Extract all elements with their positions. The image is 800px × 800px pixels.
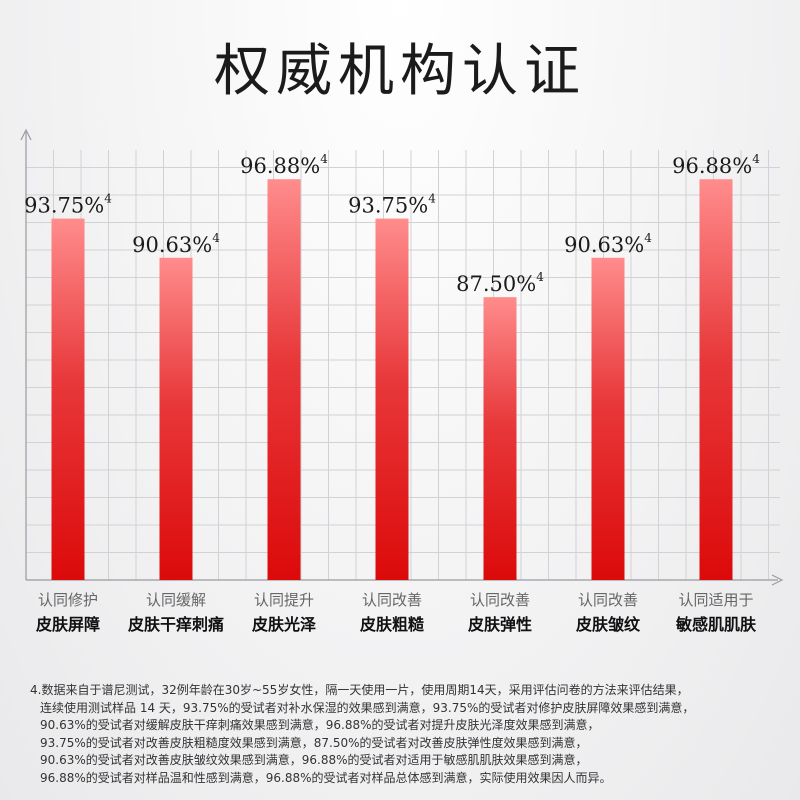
category-label-line2: 皮肤光泽 — [251, 615, 316, 634]
footnote-marker: 4 — [320, 152, 328, 166]
category-label-line1: 认同适用于 — [678, 591, 754, 609]
category-label-line2: 皮肤皱纹 — [575, 615, 640, 634]
category-label-line2: 皮肤屏障 — [35, 615, 100, 634]
value-label: 96.88%4 — [240, 152, 328, 178]
footnote-marker: 4 — [428, 192, 436, 206]
bar — [51, 218, 85, 581]
footnote-marker: 4 — [212, 231, 220, 245]
value-label: 93.75%4 — [348, 192, 436, 218]
category-label-line2: 皮肤弹性 — [467, 615, 532, 634]
footnote-line: 连续使用测试样品 14 天，93.75%的受试者对补水保湿的效果感到满意，93.… — [40, 700, 695, 715]
bar — [699, 179, 733, 581]
category-label-line1: 认同改善 — [361, 591, 422, 609]
category-label-line1: 认同修护 — [37, 591, 98, 609]
category-label-line1: 认同改善 — [577, 591, 638, 609]
category-label-line1: 认同缓解 — [145, 591, 206, 609]
x-axis-arrow-icon — [771, 574, 784, 586]
value-label: 93.75%4 — [24, 192, 112, 218]
bar — [483, 297, 517, 580]
footnote-line: 93.75%的受试者对改善皮肤粗糙度效果感到满意，87.50%的受试者对改善皮肤… — [40, 735, 588, 750]
footnote-marker: 4 — [644, 231, 652, 245]
chart-title: 权威机构认证 — [214, 39, 586, 104]
value-label: 87.50%4 — [456, 270, 544, 296]
bars — [51, 179, 733, 581]
value-label: 96.88%4 — [672, 152, 760, 178]
bar — [591, 257, 625, 580]
category-label-line2: 皮肤干痒刺痛 — [127, 615, 224, 634]
footnote: 4.数据来自于谱尼测试，32例年龄在30岁~55岁女性，隔一天使用一片，使用周期… — [30, 682, 790, 787]
bar — [159, 257, 193, 580]
footnote-line: 96.88%的受试者对样品温和性感到满意，96.88%的受试者对样品总体感到满意… — [40, 770, 612, 785]
category-label-line2: 敏感肌肌肤 — [675, 615, 756, 634]
category-label-line1: 认同提升 — [253, 591, 314, 609]
footnote-line: 90.63%的受试者对缓解皮肤干痒刺痛效果感到满意，96.88%的受试者对提升皮… — [40, 718, 600, 732]
category-label-line1: 认同改善 — [469, 591, 530, 609]
value-labels: 93.75%4 90.63%4 96.88%4 93.75%4 87.50%4 90.63… — [24, 152, 760, 296]
bar — [267, 179, 301, 581]
footnote-marker: 4 — [536, 270, 544, 284]
bar — [375, 218, 409, 581]
value-label: 90.63%4 — [132, 231, 220, 257]
footnote-line: 4.数据来自于谱尼测试，32例年龄在30岁~55岁女性，隔一天使用一片，使用周期… — [30, 683, 689, 697]
footnote-line: 90.63%的受试者对改善皮肤皱纹效果感到满意，96.88%的受试者对适用于敏感… — [40, 753, 588, 767]
footnote-marker: 4 — [752, 152, 760, 166]
footnote-marker: 4 — [104, 192, 112, 206]
category-label-line2: 皮肤粗糙 — [359, 615, 424, 634]
y-axis-arrow-icon — [20, 128, 32, 141]
value-label: 90.63%4 — [564, 231, 652, 257]
